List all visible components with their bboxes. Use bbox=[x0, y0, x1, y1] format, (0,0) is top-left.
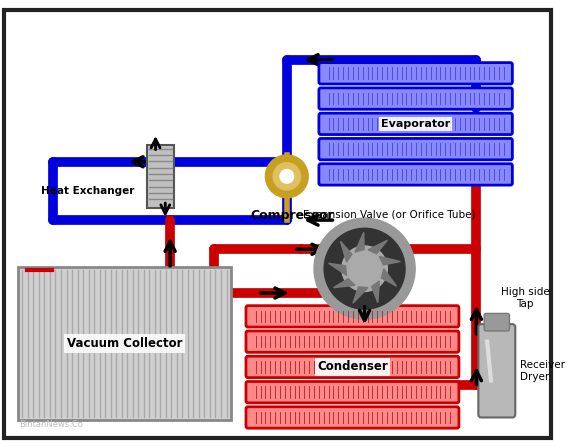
Text: BintanNews.Co: BintanNews.Co bbox=[19, 420, 83, 429]
Polygon shape bbox=[340, 241, 352, 262]
Polygon shape bbox=[355, 233, 364, 252]
FancyBboxPatch shape bbox=[319, 138, 512, 160]
Circle shape bbox=[324, 228, 405, 309]
Text: Vacuum Collector: Vacuum Collector bbox=[67, 337, 182, 350]
FancyBboxPatch shape bbox=[246, 331, 459, 352]
Circle shape bbox=[266, 155, 308, 198]
FancyBboxPatch shape bbox=[246, 306, 459, 327]
FancyBboxPatch shape bbox=[246, 407, 459, 428]
Text: Condenser: Condenser bbox=[317, 361, 388, 374]
Polygon shape bbox=[381, 269, 396, 286]
Circle shape bbox=[314, 218, 415, 319]
FancyBboxPatch shape bbox=[246, 382, 459, 403]
Polygon shape bbox=[368, 240, 387, 254]
Text: Evaporator: Evaporator bbox=[381, 119, 451, 129]
Polygon shape bbox=[328, 263, 347, 275]
Circle shape bbox=[342, 246, 387, 292]
Text: Expansion Valve (or Orifice Tube): Expansion Valve (or Orifice Tube) bbox=[303, 210, 475, 220]
FancyBboxPatch shape bbox=[319, 63, 512, 84]
Circle shape bbox=[273, 163, 300, 190]
Polygon shape bbox=[353, 287, 368, 303]
FancyBboxPatch shape bbox=[18, 267, 231, 420]
Circle shape bbox=[280, 169, 293, 183]
Polygon shape bbox=[333, 279, 355, 288]
FancyBboxPatch shape bbox=[319, 113, 512, 134]
FancyBboxPatch shape bbox=[319, 88, 512, 109]
Text: Receiver
Dryer: Receiver Dryer bbox=[520, 360, 565, 382]
FancyBboxPatch shape bbox=[484, 314, 509, 331]
FancyBboxPatch shape bbox=[147, 145, 174, 208]
FancyBboxPatch shape bbox=[319, 164, 512, 185]
FancyBboxPatch shape bbox=[4, 10, 551, 438]
FancyBboxPatch shape bbox=[246, 356, 459, 378]
Text: Compressor: Compressor bbox=[250, 209, 333, 222]
Polygon shape bbox=[372, 281, 379, 303]
Text: Heat Exchanger: Heat Exchanger bbox=[41, 186, 134, 196]
Text: High side
Tap: High side Tap bbox=[501, 287, 549, 309]
FancyBboxPatch shape bbox=[478, 324, 515, 418]
Polygon shape bbox=[379, 256, 400, 265]
